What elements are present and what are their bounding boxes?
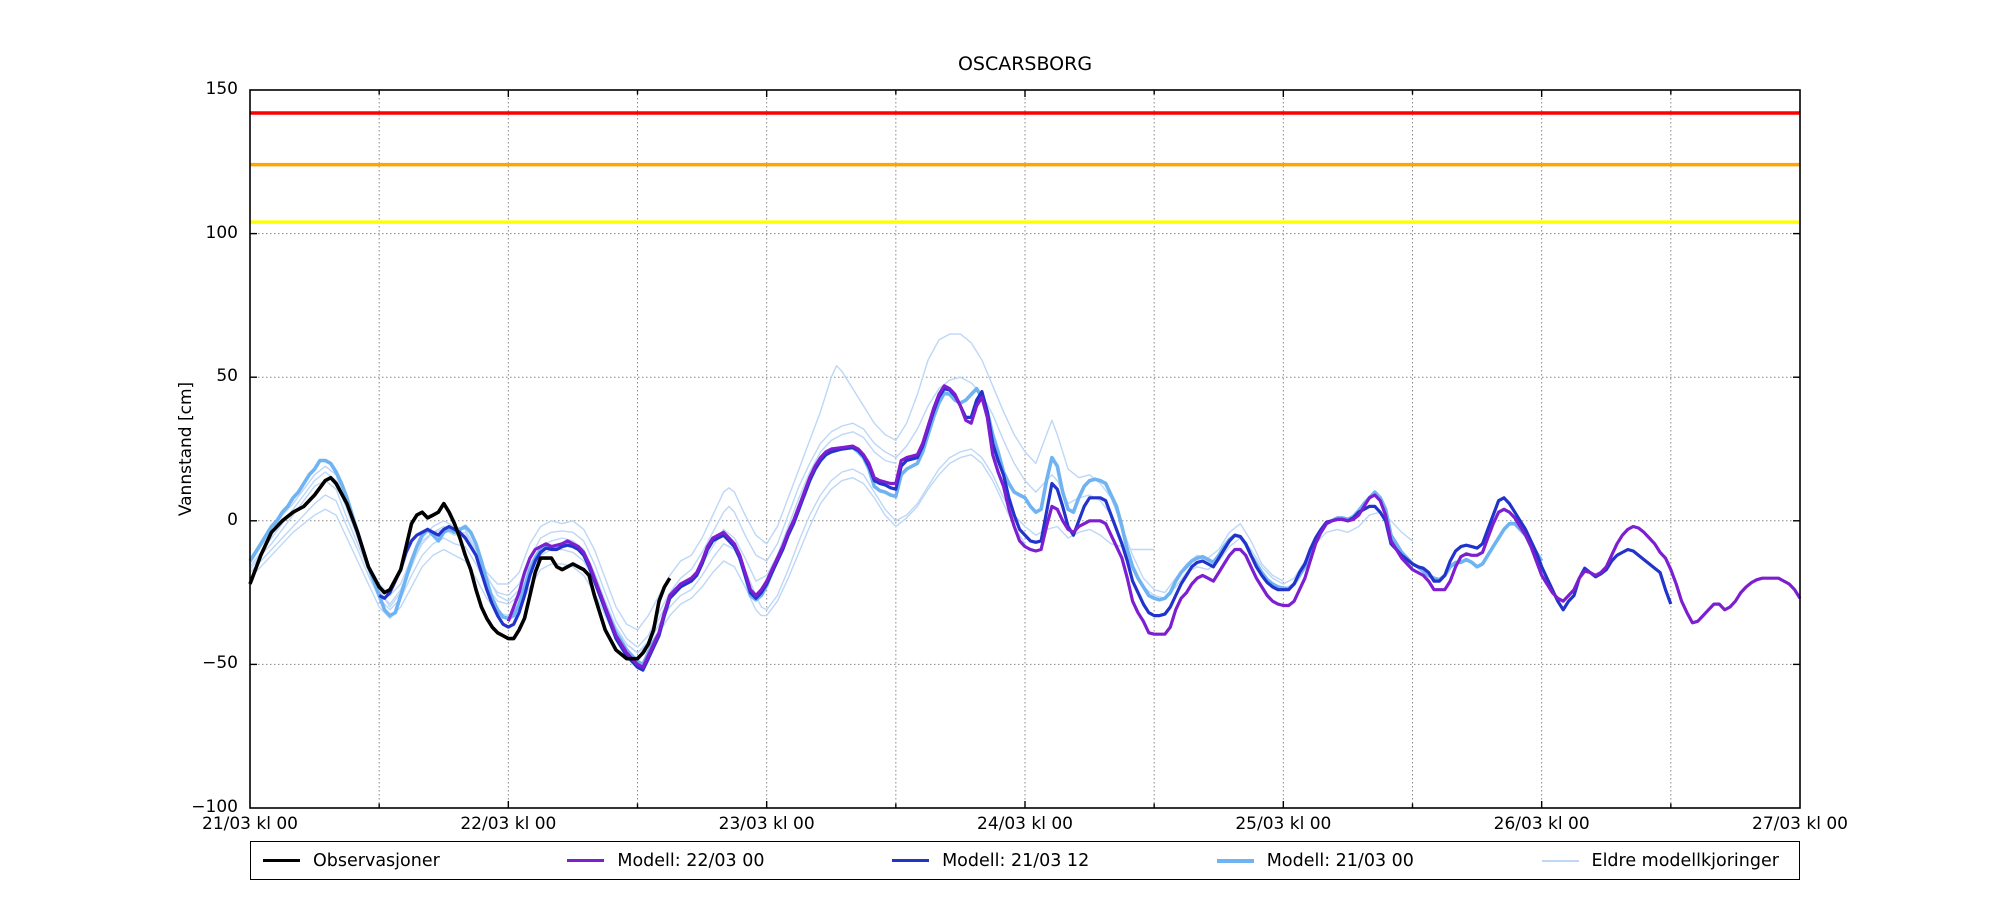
- legend-entry: Observasjoner: [263, 851, 440, 871]
- legend-line-sample: [263, 859, 300, 862]
- x-tick-label: 22/03 kl 00: [460, 814, 557, 834]
- legend-line-sample: [1216, 858, 1254, 863]
- x-tick-label: 24/03 kl 00: [977, 814, 1073, 834]
- legend-label: Modell: 21/03 12: [942, 850, 1090, 871]
- chart-title: OSCARSBORG: [957, 53, 1093, 75]
- legend-line-sample: [892, 859, 930, 862]
- x-tick-label: 27/03 kl 00: [1752, 814, 1848, 834]
- y-tick-label: 50: [216, 366, 238, 387]
- y-tick-label: −50: [202, 653, 238, 674]
- legend-label: Modell: 21/03 00: [1266, 850, 1414, 871]
- x-tick-label: 26/03 kl 00: [1493, 814, 1590, 834]
- legend-entry: Modell: 21/03 12: [892, 851, 1089, 871]
- legend-label: Modell: 22/03 00: [617, 850, 765, 871]
- legend-line-sample: [1541, 859, 1579, 862]
- series-eldre-modellkjoring-1: [249, 333, 1284, 631]
- x-tick-label: 23/03 kl 00: [718, 814, 815, 834]
- legend-entry: Eldre modellkjoringer: [1541, 850, 1779, 871]
- y-axis-label: Vannstand [cm]: [176, 381, 196, 517]
- y-tick-label: −100: [191, 797, 238, 817]
- legend-line-sample: [567, 859, 605, 862]
- series-modell-22-03-00: [506, 384, 1802, 669]
- y-tick-label: 0: [227, 509, 238, 530]
- y-tick-label: 100: [205, 222, 238, 243]
- y-tick-label: 150: [205, 79, 238, 99]
- axes-frame: [249, 89, 1801, 809]
- legend-label: Observasjoner: [313, 850, 440, 871]
- x-tick-label: 25/03 kl 00: [1235, 814, 1332, 834]
- legend-label: Eldre modellkjoringer: [1591, 850, 1779, 871]
- legend-entry: Modell: 22/03 00: [567, 850, 765, 871]
- x-tick-label: 21/03 kl 00: [202, 814, 298, 834]
- legend-entry: Modell: 21/03 00: [1216, 850, 1414, 871]
- legend: Observasjoner Modell: 22/03 00 Modell: 21/…: [250, 841, 1800, 880]
- series-observasjoner: [248, 475, 672, 661]
